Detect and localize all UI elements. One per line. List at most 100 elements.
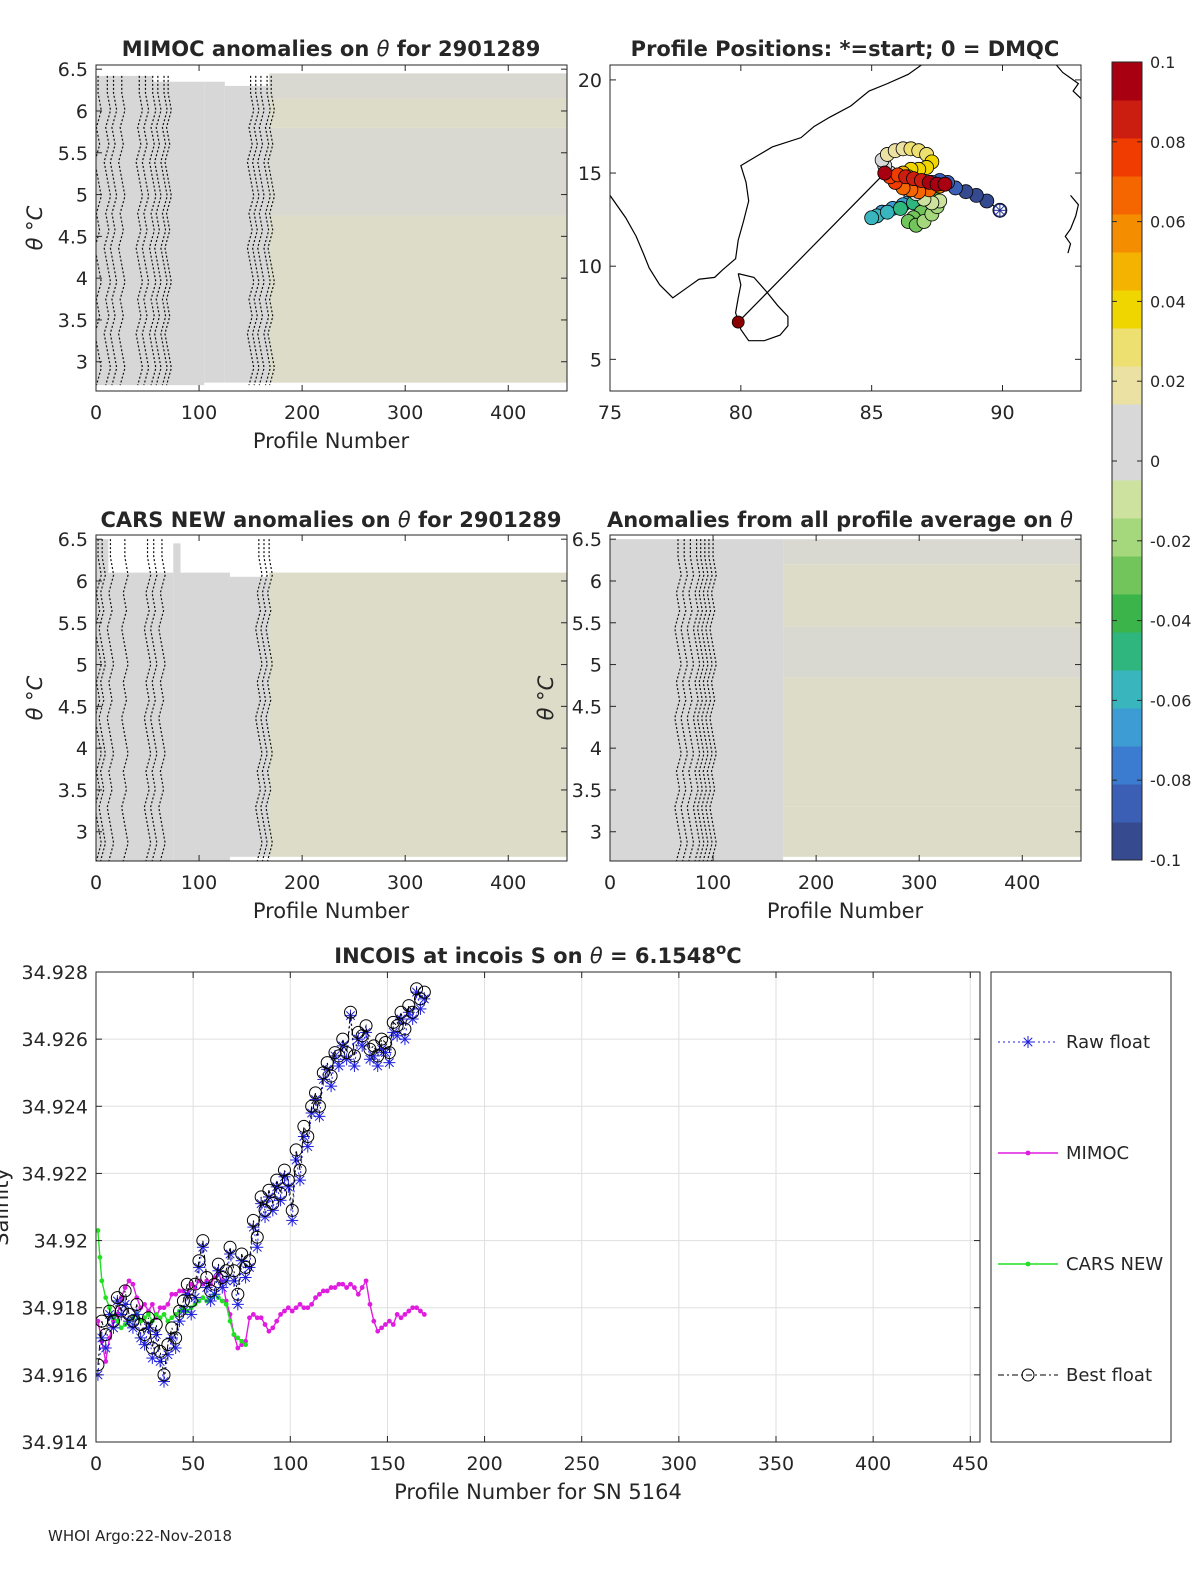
mimoc-point	[309, 1301, 315, 1307]
best-float-point	[402, 999, 416, 1013]
raw-float-point-stroke	[163, 1350, 173, 1360]
mimoc-point	[344, 1285, 350, 1290]
legend-marker-mimoc	[1025, 1150, 1031, 1156]
cars-new-point	[99, 1278, 105, 1284]
colorbar-cell	[1112, 290, 1142, 329]
mimoc-ytick-label: 4	[76, 268, 88, 290]
raw-float-point-stroke	[136, 1333, 146, 1343]
start-star-stroke	[995, 205, 1005, 215]
cars-heatmap	[96, 535, 567, 861]
mimoc-contour	[117, 75, 126, 386]
cars-contour	[158, 539, 166, 861]
incois-ytick-label: 34.924	[22, 1096, 88, 1118]
incois-xtick-label: 300	[661, 1453, 697, 1475]
cars-new-point	[169, 1315, 175, 1321]
colorbar-cell	[1112, 822, 1142, 861]
raw-float-point-stroke	[171, 1343, 181, 1353]
best-float-point	[118, 1284, 132, 1298]
average-x-axis-label: Profile Number	[767, 899, 924, 923]
best-float-point	[347, 1049, 361, 1063]
average-band	[783, 539, 1081, 565]
legend-marker-raw-float	[1022, 1036, 1034, 1048]
legend-marker-cars-new	[1025, 1261, 1031, 1267]
mimoc-point	[328, 1285, 334, 1290]
cars-new-point	[96, 1228, 101, 1233]
average-anomaly-panel: Anomalies from all profile average on θ …	[534, 508, 1082, 923]
mimoc-contour	[257, 75, 265, 386]
mimoc-point	[394, 1312, 400, 1317]
legend-label-raw-float: Raw float	[1066, 1032, 1150, 1053]
colorbar-cell	[1112, 366, 1142, 405]
mimoc-x-axis-label: Profile Number	[253, 429, 410, 453]
raw-float-point-stroke	[186, 1309, 196, 1320]
cars-ytick-label: 5	[76, 655, 88, 677]
coastline-andaman	[1064, 195, 1080, 254]
incois-ytick-label: 34.92	[34, 1231, 88, 1253]
colorbar-cells	[1112, 62, 1142, 861]
mimoc-point	[332, 1285, 338, 1290]
cars-xtick-label: 0	[90, 872, 102, 894]
mimoc-xtick-label: 300	[387, 402, 423, 424]
best-float-point	[363, 1042, 377, 1056]
mimoc-contour	[135, 75, 144, 386]
colorbar-tick-label: -0.02	[1150, 532, 1191, 551]
mimoc-band	[269, 215, 567, 383]
colorbar-cell	[1112, 328, 1142, 367]
mimoc-point	[383, 1322, 388, 1327]
raw-float-point	[247, 1221, 260, 1234]
best-float-point	[188, 1277, 202, 1291]
incois-series	[96, 982, 431, 1388]
average-contour	[692, 539, 701, 861]
incois-legend: Raw float MIMOC CARS NEW Best float	[990, 971, 1172, 1443]
raw-float-point-stroke	[260, 1212, 270, 1222]
mimoc-xtick-label: 200	[284, 402, 320, 424]
colorbar-tick-label: 0.1	[1150, 53, 1175, 72]
best-float-point	[344, 1005, 358, 1019]
colorbar-tick-label: -0.06	[1150, 691, 1191, 710]
raw-float-point-stroke	[419, 994, 429, 1004]
best-float-point	[235, 1247, 249, 1261]
legend-label-cars-new: CARS NEW	[1066, 1254, 1163, 1275]
colorbar-cell	[1112, 632, 1142, 671]
mimoc-point	[398, 1315, 404, 1321]
mimoc-point	[363, 1278, 369, 1284]
cars-xtick-label: 400	[490, 872, 526, 894]
best-float-point	[141, 1311, 155, 1325]
raw-float-point-stroke	[139, 1340, 150, 1350]
best-float-point	[192, 1254, 206, 1268]
mimoc-point	[340, 1281, 346, 1287]
best-float-point	[336, 1032, 350, 1046]
legend-marker-best-float	[1021, 1368, 1035, 1382]
raw-float-point-stroke	[272, 1182, 282, 1192]
average-contour	[696, 539, 705, 861]
best-float-point	[223, 1240, 237, 1254]
coastline-sri-lanka	[734, 273, 789, 342]
mimoc-contour	[103, 75, 112, 386]
raw-float-point-stroke	[353, 1034, 363, 1044]
mimoc-anomaly-panel: MIMOC anomalies on θ for 2901289 0 100 200…	[23, 37, 568, 453]
average-panel-title: Anomalies from all profile average on θ	[607, 508, 1073, 532]
incois-xtick-label: 200	[466, 1453, 502, 1475]
raw-float-point-stroke	[295, 1175, 305, 1185]
cars-new-point	[219, 1298, 225, 1304]
profile-position-marker	[937, 176, 953, 192]
mimoc-point	[379, 1325, 384, 1331]
incois-xtick-label: 450	[952, 1453, 988, 1475]
best-float-point	[266, 1197, 280, 1211]
cars-new-point	[227, 1318, 233, 1324]
mimoc-xtick-label: 0	[90, 402, 102, 424]
best-float-point	[305, 1099, 319, 1113]
raw-float-point-stroke	[206, 1296, 216, 1306]
colorbar-cell	[1112, 556, 1142, 595]
raw-float-point-stroke	[415, 1004, 426, 1014]
colorbar: 0.1 0.08 0.06 0.04 0.02 0 -0.02 -0.04 -0.06 -0.08…	[1111, 53, 1191, 870]
best-float-point	[114, 1304, 128, 1318]
incois-plot-area	[96, 972, 980, 1442]
cars-ytick-label: 3.5	[58, 780, 88, 802]
best-float-point	[126, 1314, 140, 1328]
mimoc-point	[130, 1281, 136, 1287]
cars-contour	[265, 539, 273, 861]
cars-new-point	[231, 1332, 237, 1337]
cars-contour	[106, 539, 115, 861]
mimoc-xtick-label: 400	[490, 402, 526, 424]
